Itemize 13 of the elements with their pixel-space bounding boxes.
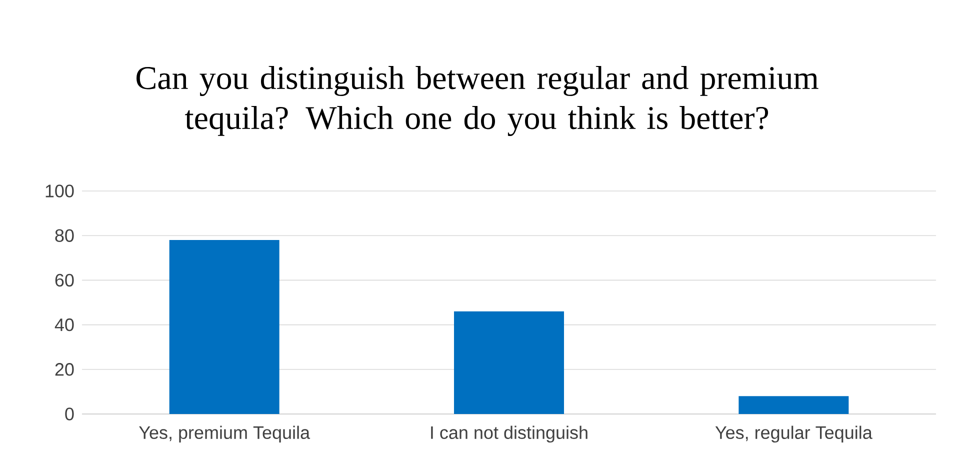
bar bbox=[454, 311, 564, 414]
x-tick-label: I can not distinguish bbox=[431, 426, 588, 443]
x-tick-label: Yes, regular Tequila bbox=[715, 426, 872, 443]
y-tick-label: 80 bbox=[55, 229, 74, 242]
bar bbox=[169, 240, 280, 414]
y-tick-label: 100 bbox=[46, 184, 74, 198]
y-tick-label: 0 bbox=[65, 408, 74, 420]
bar bbox=[738, 396, 849, 414]
y-tick-label: 20 bbox=[55, 363, 74, 376]
chart-title: Can you distinguish between regular and premium tequila? Which one do you think is better? bbox=[136, 66, 818, 136]
y-tick-label: 40 bbox=[54, 318, 74, 332]
y-tick-label: 60 bbox=[55, 274, 74, 287]
x-tick-label: Yes, premium Tequila bbox=[139, 426, 310, 443]
